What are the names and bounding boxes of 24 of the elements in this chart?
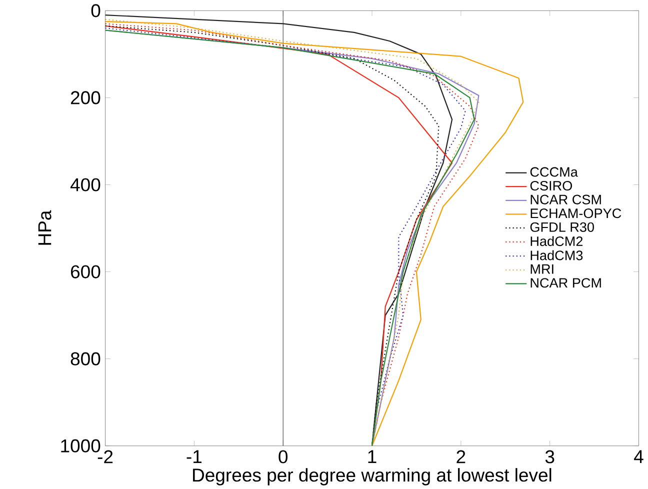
y-tick-label: 800 bbox=[70, 352, 100, 366]
legend-label: CSIRO bbox=[530, 180, 572, 190]
x-tick-label: -2 bbox=[98, 450, 113, 463]
y-tick-label: 600 bbox=[71, 265, 100, 278]
legend-label: HadCM3 bbox=[530, 250, 583, 260]
legend-label: GFDL R30 bbox=[530, 222, 594, 232]
y-tick-label: 200 bbox=[70, 90, 100, 104]
legend-label: CCCMa bbox=[530, 166, 578, 177]
x-tick-label: 2 bbox=[456, 450, 466, 463]
x-axis-title: Degrees per degree warming at lowest level bbox=[193, 468, 552, 486]
legend-label: NCAR PCM bbox=[530, 278, 601, 288]
x-tick-label: -1 bbox=[186, 450, 202, 463]
legend-label: NCAR CSM bbox=[530, 194, 601, 204]
y-axis-title: HPa bbox=[38, 210, 52, 245]
x-tick-label: 1 bbox=[368, 450, 376, 463]
y-tick-label: 1000 bbox=[61, 439, 100, 452]
legend-label: HadCM2 bbox=[530, 236, 583, 246]
legend-label: ECHAM-OPYC bbox=[530, 208, 622, 218]
legend-label: MRI bbox=[530, 264, 554, 274]
x-tick-label: 4 bbox=[634, 450, 644, 463]
x-tick-label: 0 bbox=[278, 450, 288, 464]
y-tick-label: 400 bbox=[70, 178, 100, 192]
x-tick-label: 3 bbox=[545, 450, 554, 464]
y-tick-label: 0 bbox=[91, 4, 100, 17]
